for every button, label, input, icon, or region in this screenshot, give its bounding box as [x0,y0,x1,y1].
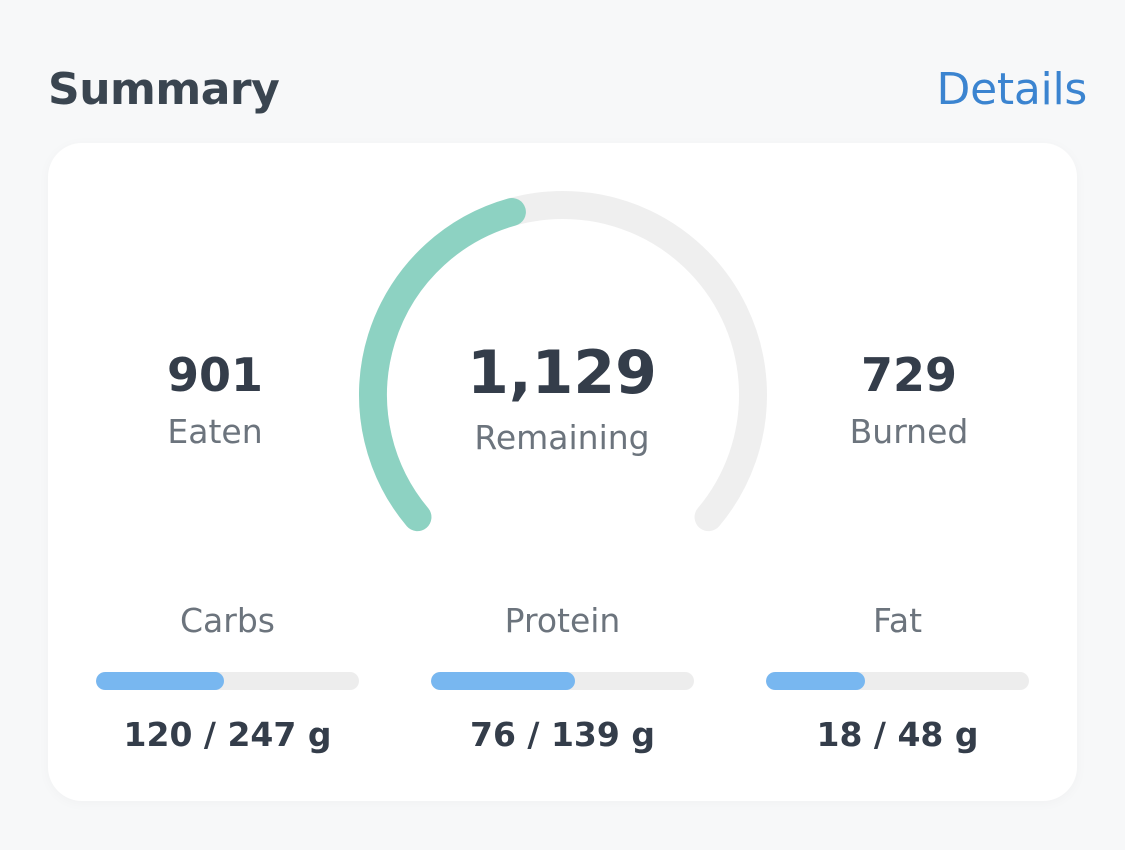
macro-progress-fill [431,672,575,690]
macro-label: Protein [504,601,621,640]
eaten-value: 901 [166,348,264,402]
burned-stat: 729 Burned [789,345,1029,457]
remaining-label: Remaining [474,418,650,457]
eaten-label: Eaten [167,412,263,451]
macro-carbs: Carbs 120 / 247 g [96,593,359,758]
macro-value: 18 / 48 g [816,715,979,754]
gauge-fill [359,198,526,532]
calorie-gauge [359,191,767,532]
macro-label: Fat [872,601,923,640]
burned-label: Burned [849,412,969,451]
macro-progress-track [431,672,694,690]
macro-value: 120 / 247 g [123,715,332,754]
macro-progress-track [96,672,359,690]
macro-progress-track [766,672,1029,690]
macro-progress-fill [766,672,865,690]
macro-label: Carbs [180,601,275,640]
details-link[interactable]: Details [936,64,1088,115]
eaten-stat: 901 Eaten [95,345,335,457]
summary-title: Summary [48,64,280,115]
summary-card: 901 Eaten 1,129 Remaining 729 Burned Car… [48,143,1077,801]
macro-protein: Protein 76 / 139 g [431,593,694,758]
remaining-stat: 1,129 Remaining [422,335,702,463]
macro-value: 76 / 139 g [470,715,655,754]
burned-value: 729 [860,348,958,402]
remaining-value: 1,129 [467,338,657,408]
macro-progress-fill [96,672,224,690]
macro-fat: Fat 18 / 48 g [766,593,1029,758]
